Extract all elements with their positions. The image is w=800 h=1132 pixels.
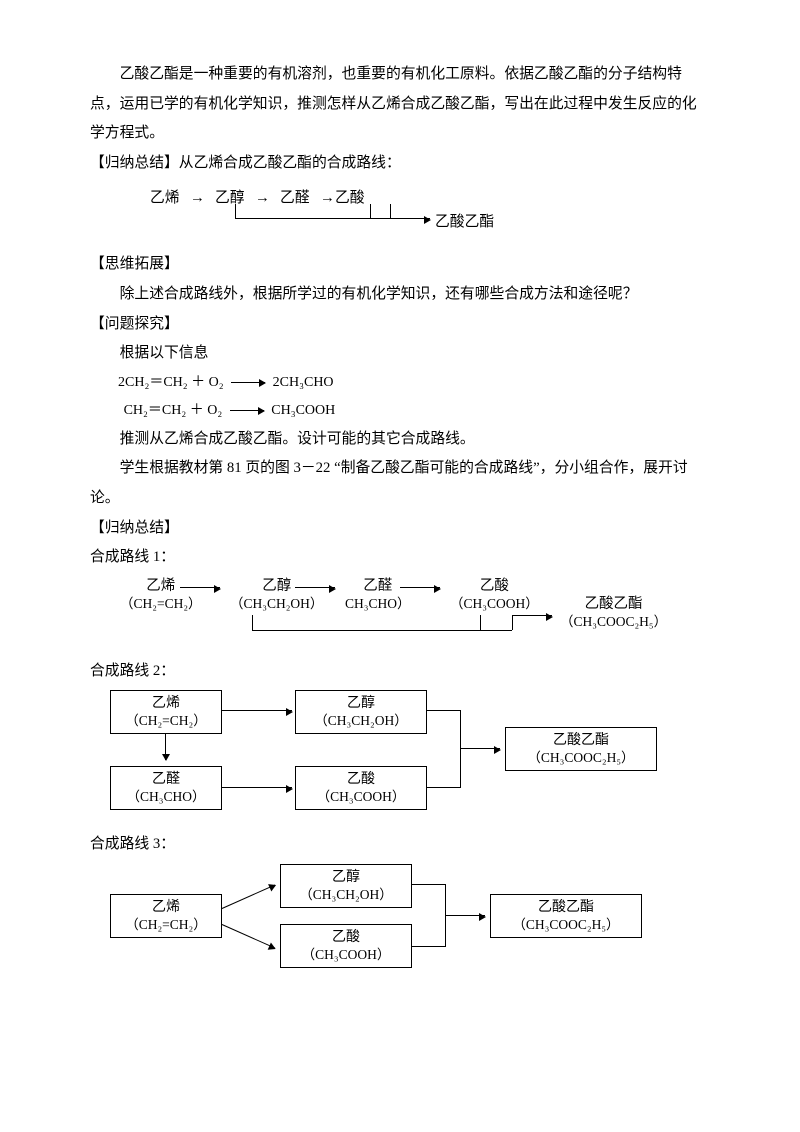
arrow-icon (222, 924, 275, 949)
node-yixi: 乙烯 (150, 184, 180, 214)
arrow-icon (390, 218, 430, 219)
r1-formula: （CH₂=CH₂） (120, 596, 202, 612)
bracket-line (252, 630, 512, 631)
formula: （CH₃COOH） (281, 947, 411, 963)
route-summary-diagram: 乙烯 → 乙醇 → 乙醛 → 乙酸 乙酸乙酯 (130, 182, 710, 240)
formula: （CH₂=CH₂） (111, 713, 221, 729)
arrow-icon (445, 915, 485, 916)
r1-node: 乙酸 (450, 577, 539, 596)
arrow-icon (460, 748, 500, 749)
arrow-icon (295, 587, 335, 588)
wenti-intro: 根据以下信息 (90, 339, 710, 369)
label: 乙醇 (281, 869, 411, 887)
r1-formula: （CH₃COOC₂H₅） (560, 614, 667, 630)
bracket-line (235, 218, 390, 219)
bracket-line (370, 204, 371, 218)
label: 乙烯 (111, 695, 221, 713)
box-yichun: 乙醇 （CH₃CH₂OH） (295, 690, 427, 734)
box-yiquan: 乙醛 （CH₃CHO） (110, 766, 222, 810)
route3-diagram: 乙烯 （CH₂=CH₂） 乙醇 （CH₃CH₂OH） 乙酸 （CH₃COOH） … (110, 864, 710, 979)
label: 乙酸乙酯 (506, 732, 656, 750)
wenti-p1: 推测从乙烯合成乙酸乙酯。设计可能的其它合成路线。 (90, 425, 710, 455)
node-yisuanyizhi: 乙酸乙酯 (435, 208, 494, 238)
intro-paragraph: 乙酸乙酯是一种重要的有机溶剂，也重要的有机化工原料。依据乙酸乙酯的分子结构特点，… (90, 60, 710, 149)
r1-formula: （CH₃CH₂OH） (230, 596, 323, 612)
route2-title: 合成路线 2： (90, 657, 710, 687)
bracket-line (390, 204, 391, 218)
formula: （CH₃COOH） (296, 789, 426, 805)
node-yiquan: 乙醛 (280, 184, 310, 214)
route3-title: 合成路线 3： (90, 830, 710, 860)
formula: （CH₃CH₂OH） (281, 887, 411, 903)
bracket-line (427, 787, 460, 788)
arrow-icon (180, 587, 220, 588)
route2-diagram: 乙烯 （CH₂=CH₂） 乙醇 （CH₃CH₂OH） 乙醛 （CH₃CHO） 乙… (110, 690, 710, 820)
box-yixi: 乙烯 （CH₂=CH₂） (110, 690, 222, 734)
arrow-icon (400, 587, 440, 588)
arrow-icon (165, 734, 166, 760)
node-yisuan: 乙酸 (335, 184, 365, 214)
label: 乙酸 (296, 771, 426, 789)
eq1-left: 2CH₂＝CH₂ ＋ O₂ (118, 375, 224, 390)
bracket-line (412, 946, 445, 947)
route1-diagram: 乙烯 （CH₂=CH₂） 乙醇 （CH₃CH₂OH） 乙醛 CH₃CHO） 乙酸… (90, 577, 710, 647)
arrow-icon: → (190, 184, 205, 214)
label: 乙酸乙酯 (491, 899, 641, 917)
r1-formula: CH₃CHO） (345, 596, 410, 612)
r1-formula: （CH₃COOH） (450, 596, 539, 612)
arrow-icon (512, 615, 552, 616)
bracket-line (460, 710, 461, 788)
section-wenti: 【问题探究】 (90, 310, 710, 340)
arrow-icon: → (255, 184, 270, 214)
section-siwei: 【思维拓展】 (90, 250, 710, 280)
bracket-line (252, 615, 253, 630)
long-arrow-icon (231, 382, 265, 383)
formula: （CH₃COOC₂H₅） (491, 917, 641, 933)
section-guinazonjie-2: 【归纳总结】 (90, 514, 710, 544)
wenti-p2: 学生根据教材第 81 页的图 3－22 “制备乙酸乙酯可能的合成路线”，分小组合… (90, 454, 710, 513)
arrow-icon (222, 884, 275, 909)
bracket-line (427, 710, 460, 711)
node-yichun: 乙醇 (215, 184, 245, 214)
formula: （CH₃COOC₂H₅） (506, 750, 656, 766)
r1-node: 乙酸乙酯 (560, 595, 667, 614)
arrow-icon (222, 787, 292, 788)
document-page: 乙酸乙酯是一种重要的有机溶剂，也重要的有机化工原料。依据乙酸乙酯的分子结构特点，… (0, 0, 800, 1132)
eq2-left: CH₂＝CH₂ ＋ O₂ (124, 403, 223, 418)
box-yisuan: 乙酸 （CH₃COOH） (280, 924, 412, 968)
label: 乙酸 (281, 929, 411, 947)
label: 乙烯 (111, 899, 221, 917)
bracket-line (512, 615, 513, 630)
route1-title: 合成路线 1： (90, 543, 710, 573)
formula: （CH₃CH₂OH） (296, 713, 426, 729)
label: 乙醇 (296, 695, 426, 713)
bracket-line (480, 615, 481, 630)
arrow-icon (222, 710, 292, 711)
formula: （CH₂=CH₂） (111, 917, 221, 933)
equation-1: 2CH₂＝CH₂ ＋ O₂ 2CH₃CHO (90, 369, 710, 397)
arrow-icon: → (320, 184, 335, 214)
bracket-line (235, 204, 236, 218)
eq2-right: CH₃COOH (271, 403, 335, 418)
box-yisuanyizhi: 乙酸乙酯 （CH₃COOC₂H₅） (505, 727, 657, 771)
box-yisuan: 乙酸 （CH₃COOH） (295, 766, 427, 810)
long-arrow-icon (230, 410, 264, 411)
section-guinazonjie-1: 【归纳总结】从乙烯合成乙酸乙酯的合成路线： (90, 149, 710, 179)
box-yixi: 乙烯 （CH₂=CH₂） (110, 894, 222, 938)
box-yichun: 乙醇 （CH₃CH₂OH） (280, 864, 412, 908)
label: 乙醛 (111, 771, 221, 789)
formula: （CH₃CHO） (111, 789, 221, 805)
bracket-line (412, 884, 445, 885)
eq1-right: 2CH₃CHO (273, 375, 334, 390)
equation-2: CH₂＝CH₂ ＋ O₂ CH₃COOH (90, 397, 710, 425)
siwei-text: 除上述合成路线外，根据所学过的有机化学知识，还有哪些合成方法和途径呢？ (90, 280, 710, 310)
box-yisuanyizhi: 乙酸乙酯 （CH₃COOC₂H₅） (490, 894, 642, 938)
